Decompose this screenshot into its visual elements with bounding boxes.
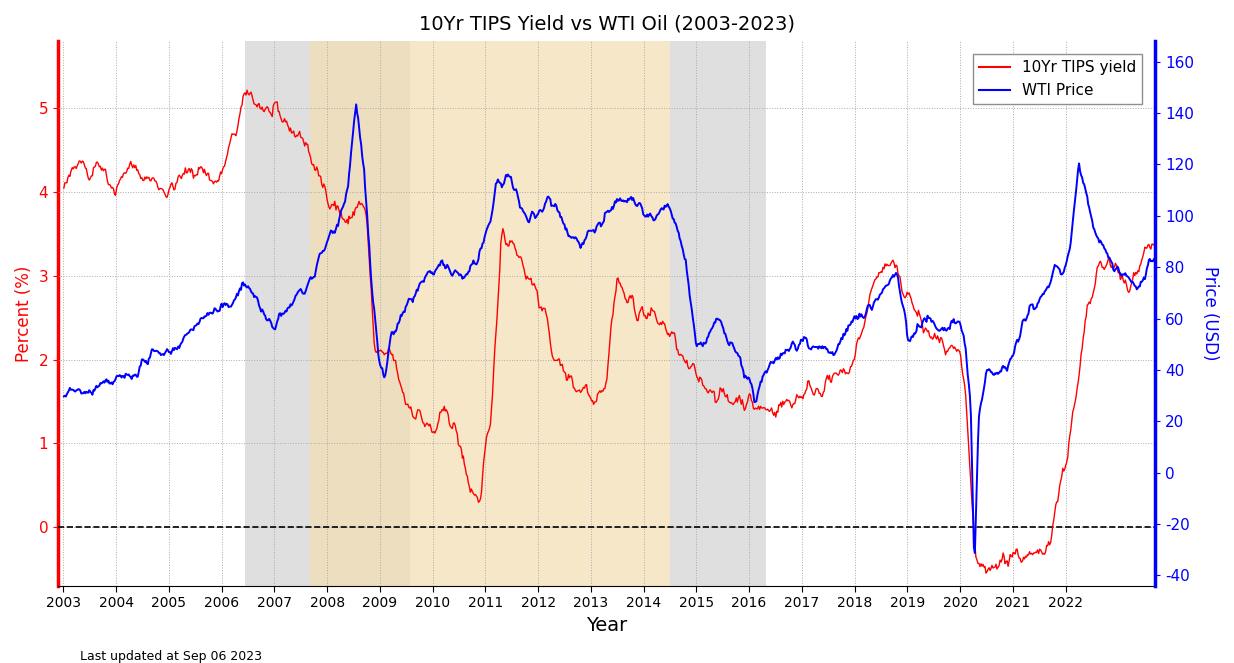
Bar	[246, 41, 411, 586]
Text: Last updated at Sep 06 2023: Last updated at Sep 06 2023	[80, 650, 262, 663]
Bar	[670, 41, 766, 586]
Title: 10Yr TIPS Yield vs WTI Oil (2003-2023): 10Yr TIPS Yield vs WTI Oil (2003-2023)	[418, 15, 795, 34]
Legend: 10Yr TIPS yield, WTI Price: 10Yr TIPS yield, WTI Price	[972, 54, 1143, 104]
Y-axis label: Percent (%): Percent (%)	[15, 265, 33, 361]
Bar	[389, 41, 670, 586]
X-axis label: Year: Year	[586, 616, 627, 634]
Y-axis label: Price (USD): Price (USD)	[1201, 266, 1219, 361]
Bar	[310, 41, 389, 586]
